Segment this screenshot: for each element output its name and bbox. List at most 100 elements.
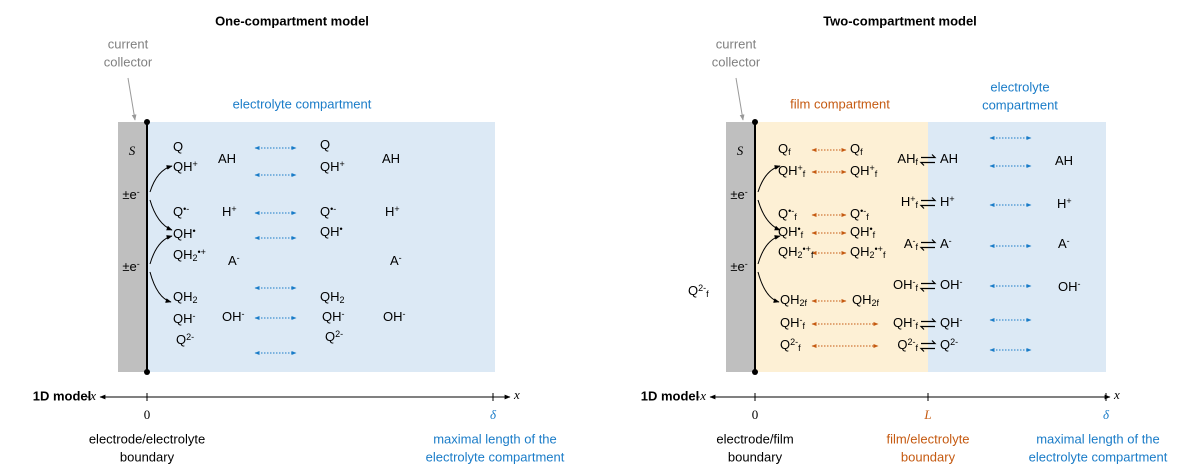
species-part: OH xyxy=(383,309,403,324)
species-label: Q•- xyxy=(173,204,189,219)
species-part: - xyxy=(912,277,915,287)
axis-label: 1D model xyxy=(641,388,700,403)
species-part: ±e xyxy=(730,187,744,202)
species-label: QH+ xyxy=(320,159,345,174)
species-label: H+ xyxy=(940,194,955,209)
species-part: Q xyxy=(688,283,698,298)
species-part: 2- xyxy=(186,332,194,342)
panel-title: Two-compartment model xyxy=(823,13,977,28)
species-label: QH•f xyxy=(850,224,876,239)
species-part: QH xyxy=(173,289,193,304)
species-part: Q xyxy=(780,337,790,352)
species-part: Q xyxy=(897,337,907,352)
boundary-caption: electrode/film xyxy=(716,431,793,446)
species-label: A- xyxy=(390,253,402,268)
species-part: QH xyxy=(780,315,800,330)
species-part: - xyxy=(745,259,748,269)
surface-label: S xyxy=(737,143,744,158)
species-label: QH- xyxy=(940,315,963,330)
boundary-caption: boundary xyxy=(728,449,783,464)
panel-title: One-compartment model xyxy=(215,13,369,28)
species-part: •- xyxy=(330,204,336,214)
species-part: QH xyxy=(320,289,340,304)
species-part: H xyxy=(1057,196,1066,211)
species-part: f xyxy=(801,230,804,240)
species-label: QH+f xyxy=(850,163,878,178)
boundary-caption: maximal length of the xyxy=(433,431,557,446)
species-part: 2 xyxy=(340,295,345,305)
species-part: AH xyxy=(897,151,915,166)
surface-dot xyxy=(752,119,758,125)
species-label: Q2-f xyxy=(897,337,918,352)
equilibrium-arrow xyxy=(919,204,935,209)
species-part: + xyxy=(798,163,803,173)
species-part: H xyxy=(222,204,231,219)
species-part: + xyxy=(231,204,236,214)
species-label: QH•f xyxy=(778,224,804,239)
pointer-arrow xyxy=(735,77,745,121)
species-part: •+ xyxy=(803,244,811,254)
species-part: + xyxy=(394,204,399,214)
axis-tick-label: L xyxy=(923,407,931,422)
equilibrium-arrow xyxy=(921,340,937,345)
species-part: f xyxy=(798,343,801,353)
species-label: OH- xyxy=(940,277,963,292)
species-label: Q2-f xyxy=(688,283,709,298)
species-part: Q xyxy=(778,141,788,156)
species-part: AH xyxy=(940,151,958,166)
species-label: QH-f xyxy=(780,315,806,330)
axis-label: 1D model xyxy=(33,388,92,403)
species-label: Qf xyxy=(778,141,791,156)
species-label: QH2f xyxy=(852,292,880,307)
species-part: QH xyxy=(320,159,340,174)
species-part: 2 xyxy=(193,295,198,305)
species-part: - xyxy=(1078,279,1081,289)
species-label: A- xyxy=(940,236,952,251)
species-part: A xyxy=(228,253,237,268)
species-part: f xyxy=(873,230,876,240)
species-part: •+ xyxy=(198,247,206,257)
species-part: - xyxy=(745,187,748,197)
species-part: - xyxy=(137,259,140,269)
species-part: OH xyxy=(940,277,960,292)
reaction-arrow xyxy=(757,165,781,193)
species-label: Q2- xyxy=(940,337,958,352)
species-part: •+ xyxy=(875,244,883,254)
surface-dot xyxy=(144,119,150,125)
equilibrium-arrow xyxy=(921,318,937,323)
species-part: OH xyxy=(1058,279,1078,294)
species-part: A xyxy=(390,253,399,268)
species-part: f xyxy=(915,283,918,293)
collector-label: current xyxy=(108,36,149,51)
axis-end-label: -x xyxy=(86,388,96,403)
species-part: - xyxy=(137,187,140,197)
species-part: + xyxy=(340,159,345,169)
species-part: 2- xyxy=(950,337,958,347)
species-part: QH xyxy=(778,163,798,178)
species-part: Q xyxy=(850,141,860,156)
species-label: QH2 xyxy=(320,289,345,304)
boundary-caption: boundary xyxy=(901,449,956,464)
species-part: OH xyxy=(222,309,242,324)
equilibrium-arrow xyxy=(919,246,935,251)
species-part: H xyxy=(940,194,949,209)
species-part: A xyxy=(904,236,913,251)
species-label: Q2- xyxy=(325,329,343,344)
species-part: 2 xyxy=(798,250,803,260)
species-label: ±e- xyxy=(122,259,139,274)
species-part: - xyxy=(403,309,406,319)
species-part: Q xyxy=(850,206,860,221)
species-label: A- xyxy=(1058,236,1070,251)
species-label: QH- xyxy=(322,309,345,324)
species-part: •- xyxy=(183,204,189,214)
species-part: H xyxy=(385,204,394,219)
species-label: QH2f xyxy=(780,292,808,307)
equilibrium-arrow xyxy=(921,154,937,159)
equilibrium-arrow xyxy=(921,197,937,202)
species-part: Q xyxy=(320,137,330,152)
species-part: • xyxy=(798,224,801,234)
species-label: AH xyxy=(1055,153,1073,168)
species-part: 2- xyxy=(698,283,706,293)
reaction-arrow xyxy=(757,271,780,303)
axis-tick-label: δ xyxy=(1103,407,1110,422)
